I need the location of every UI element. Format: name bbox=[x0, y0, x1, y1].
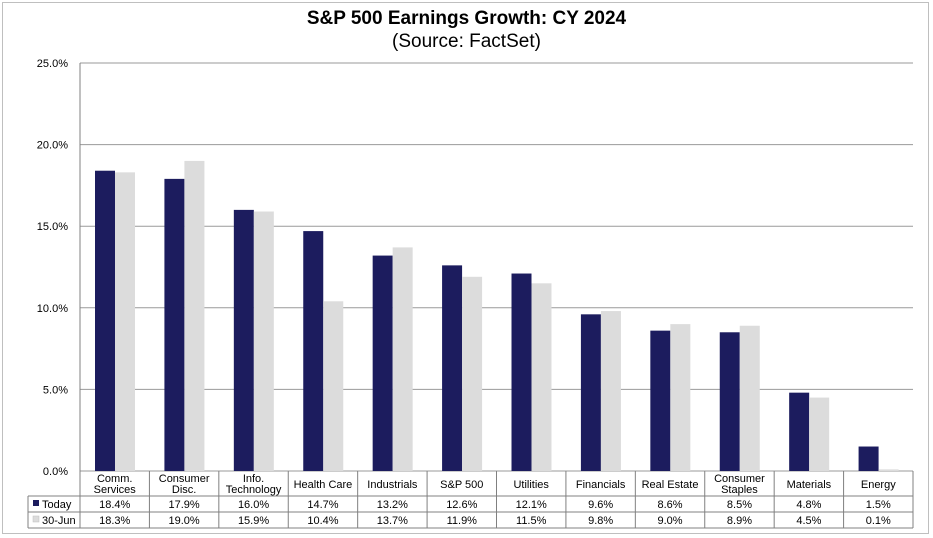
bar-30-jun bbox=[184, 160, 205, 472]
data-label: 11.9% bbox=[447, 515, 478, 527]
data-label: 13.2% bbox=[377, 499, 408, 511]
category-label: Financials bbox=[576, 479, 626, 491]
bar-today bbox=[442, 265, 463, 471]
bar-today bbox=[95, 170, 115, 471]
data-label: 9.0% bbox=[658, 515, 683, 527]
category-label: Industrials bbox=[367, 479, 418, 491]
bar-30-jun bbox=[809, 397, 830, 471]
bar-today bbox=[580, 314, 601, 471]
category-label: Disc. bbox=[172, 484, 196, 496]
data-label: 8.9% bbox=[727, 515, 752, 527]
category-label: Services bbox=[94, 484, 137, 496]
category-label: Consumer bbox=[714, 473, 765, 485]
bar-30-jun bbox=[115, 172, 135, 471]
bar-30-jun bbox=[462, 276, 483, 471]
category-label: Technology bbox=[226, 484, 282, 496]
category-label: Health Care bbox=[294, 479, 353, 491]
bar-30-jun bbox=[670, 324, 691, 471]
y-axis-ticks: 0.0% 5.0% 10.0% 15.0% 20.0% 25.0% bbox=[37, 58, 68, 478]
bar-30-jun bbox=[531, 283, 552, 471]
data-label: 10.4% bbox=[307, 515, 338, 527]
category-label: Info. bbox=[243, 473, 264, 485]
legend-label: Today bbox=[42, 499, 72, 511]
legend-key bbox=[32, 515, 40, 523]
bar-30-jun bbox=[323, 301, 344, 471]
bar-today bbox=[858, 446, 879, 471]
data-label: 4.5% bbox=[796, 515, 821, 527]
bars bbox=[95, 160, 899, 472]
data-label: 9.8% bbox=[588, 515, 613, 527]
y-tick-label: 5.0% bbox=[43, 384, 68, 396]
data-label: 13.7% bbox=[377, 515, 408, 527]
data-label: 16.0% bbox=[238, 499, 269, 511]
bar-today bbox=[650, 330, 671, 471]
data-label: 11.5% bbox=[516, 515, 547, 527]
category-label: Energy bbox=[861, 479, 896, 491]
bar-30-jun bbox=[600, 311, 621, 471]
bar-today bbox=[233, 209, 254, 471]
category-label: Consumer bbox=[159, 473, 210, 485]
bar-today bbox=[372, 255, 393, 471]
category-label: Comm. bbox=[97, 473, 132, 485]
y-tick-label: 15.0% bbox=[37, 221, 68, 233]
data-label: 1.5% bbox=[866, 499, 891, 511]
data-label: 0.1% bbox=[866, 515, 891, 527]
data-label: 9.6% bbox=[588, 499, 613, 511]
category-label: Utilities bbox=[513, 479, 549, 491]
chart-title: S&P 500 Earnings Growth: CY 2024 bbox=[306, 8, 627, 29]
category-label: Staples bbox=[721, 484, 758, 496]
data-label: 18.4% bbox=[99, 499, 130, 511]
data-label: 18.3% bbox=[99, 515, 130, 527]
data-label: 4.8% bbox=[796, 499, 821, 511]
bar-today bbox=[789, 392, 810, 471]
gridlines bbox=[79, 62, 913, 528]
y-tick-label: 20.0% bbox=[37, 140, 68, 152]
legend-label: 30-Jun bbox=[42, 515, 76, 527]
data-label: 12.1% bbox=[516, 499, 547, 511]
bar-today bbox=[719, 332, 740, 471]
data-label: 8.6% bbox=[658, 499, 683, 511]
chart-subtitle: (Source: FactSet) bbox=[392, 31, 541, 52]
data-table: Comm.ServicesConsumerDisc.Info.Technolog… bbox=[27, 471, 914, 529]
bar-30-jun bbox=[392, 247, 413, 471]
category-label: Materials bbox=[787, 479, 832, 491]
category-label: S&P 500 bbox=[440, 479, 483, 491]
bar-30-jun bbox=[253, 211, 274, 471]
bar-30-jun bbox=[878, 469, 899, 471]
bar-today bbox=[303, 231, 324, 471]
legend-key bbox=[33, 500, 39, 506]
data-label: 19.0% bbox=[169, 515, 200, 527]
y-tick-label: 0.0% bbox=[43, 466, 68, 478]
category-label: Real Estate bbox=[642, 479, 699, 491]
data-label: 14.7% bbox=[307, 499, 338, 511]
data-label: 12.6% bbox=[446, 499, 477, 511]
bar-today bbox=[511, 273, 532, 471]
bar-30-jun bbox=[739, 325, 760, 471]
data-label: 17.9% bbox=[169, 499, 200, 511]
y-tick-label: 10.0% bbox=[37, 303, 68, 315]
y-tick-label: 25.0% bbox=[37, 58, 68, 70]
data-label: 15.9% bbox=[238, 515, 269, 527]
data-label: 8.5% bbox=[727, 499, 752, 511]
bar-today bbox=[164, 178, 185, 471]
